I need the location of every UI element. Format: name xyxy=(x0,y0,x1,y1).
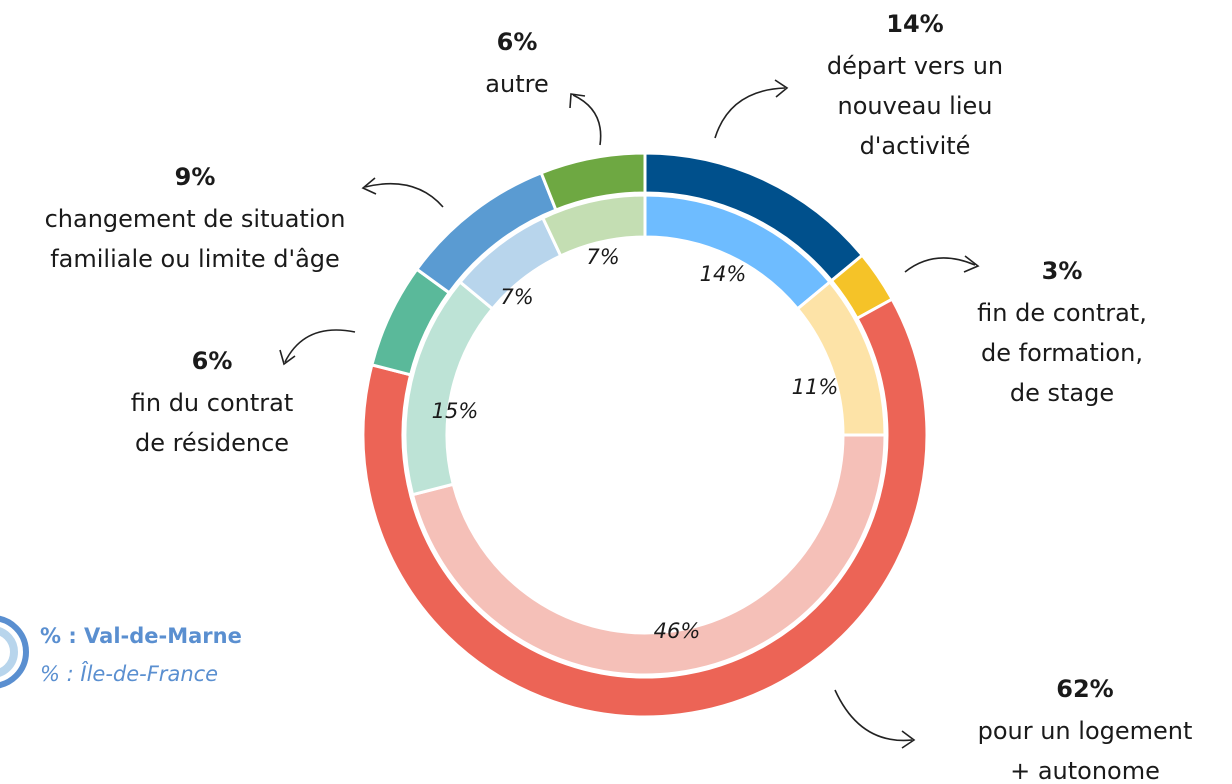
value-label: 7% xyxy=(500,285,533,309)
category-label: autre xyxy=(485,70,548,98)
category-label: départ vers un xyxy=(827,52,1003,80)
value-label: 15% xyxy=(432,399,479,423)
value-label: 14% xyxy=(886,10,943,38)
category-label: + autonome xyxy=(1010,757,1160,780)
value-label: 62% xyxy=(1056,675,1113,703)
category-label: de formation, xyxy=(981,339,1143,367)
category-label: familiale ou limite d'âge xyxy=(50,245,340,273)
value-label: 3% xyxy=(1042,257,1083,285)
category-label: fin du contrat xyxy=(131,389,294,417)
legend-icon xyxy=(0,615,29,689)
category-label: d'activité xyxy=(860,132,971,160)
donut-segment xyxy=(361,297,929,719)
category-label: changement de situation xyxy=(45,205,346,233)
value-label: 46% xyxy=(654,619,701,643)
category-label: fin de contrat, xyxy=(977,299,1147,327)
donut-segment xyxy=(540,193,647,258)
value-label: 6% xyxy=(192,347,233,375)
category-label: pour un logement xyxy=(978,717,1193,745)
arrows xyxy=(279,79,980,749)
donut-segment xyxy=(410,433,887,677)
value-label: 9% xyxy=(175,163,216,191)
value-label: 6% xyxy=(497,28,538,56)
category-label: de résidence xyxy=(135,429,289,457)
category-label: nouveau lieu xyxy=(838,92,993,120)
category-label: de stage xyxy=(1010,379,1114,407)
value-label: 11% xyxy=(792,375,839,399)
value-label: 7% xyxy=(586,245,619,269)
value-label: 14% xyxy=(700,262,747,286)
donut-segment xyxy=(539,151,647,212)
legend-entry: % : Île-de-France xyxy=(40,661,218,686)
legend-entry: % : Val-de-Marne xyxy=(40,624,242,648)
